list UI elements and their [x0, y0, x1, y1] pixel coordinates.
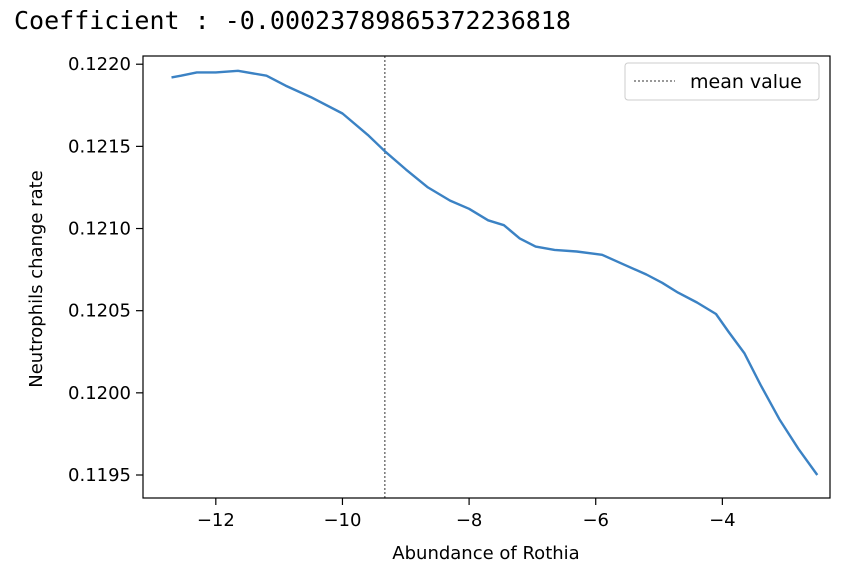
- coefficient-separator: :: [179, 6, 225, 35]
- coefficient-value: -0.00023789865372236818: [224, 6, 571, 35]
- legend-label-mean-value: mean value: [690, 71, 802, 93]
- coefficient-header: Coefficient : -0.00023789865372236818: [14, 6, 571, 35]
- y-axis-ticks: 0.1195 0.1200 0.1205 0.1210 0.1215 0.1220: [68, 54, 143, 486]
- x-tick-label: −8: [456, 510, 483, 531]
- x-axis-title: Abundance of Rothia: [392, 543, 579, 564]
- y-tick-label: 0.1195: [68, 465, 131, 486]
- legend-box: [624, 62, 820, 101]
- y-tick-label: 0.1215: [68, 136, 131, 157]
- x-tick-label: −12: [197, 510, 235, 531]
- y-tick-label: 0.1200: [68, 383, 131, 404]
- coefficient-label: Coefficient: [14, 6, 180, 35]
- y-axis-title: Neutrophils change rate: [26, 170, 47, 388]
- plot-frame: [142, 55, 831, 499]
- legend: mean value: [624, 62, 820, 101]
- x-axis-ticks: −12 −10 −8 −6 −4: [197, 498, 736, 531]
- x-tick-label: −10: [323, 510, 361, 531]
- y-tick-label: 0.1205: [68, 301, 131, 322]
- y-tick-label: 0.1220: [68, 54, 131, 75]
- y-tick-label: 0.1210: [68, 219, 131, 240]
- x-tick-label: −4: [709, 510, 736, 531]
- series-line: [171, 69, 819, 476]
- x-tick-label: −6: [582, 510, 609, 531]
